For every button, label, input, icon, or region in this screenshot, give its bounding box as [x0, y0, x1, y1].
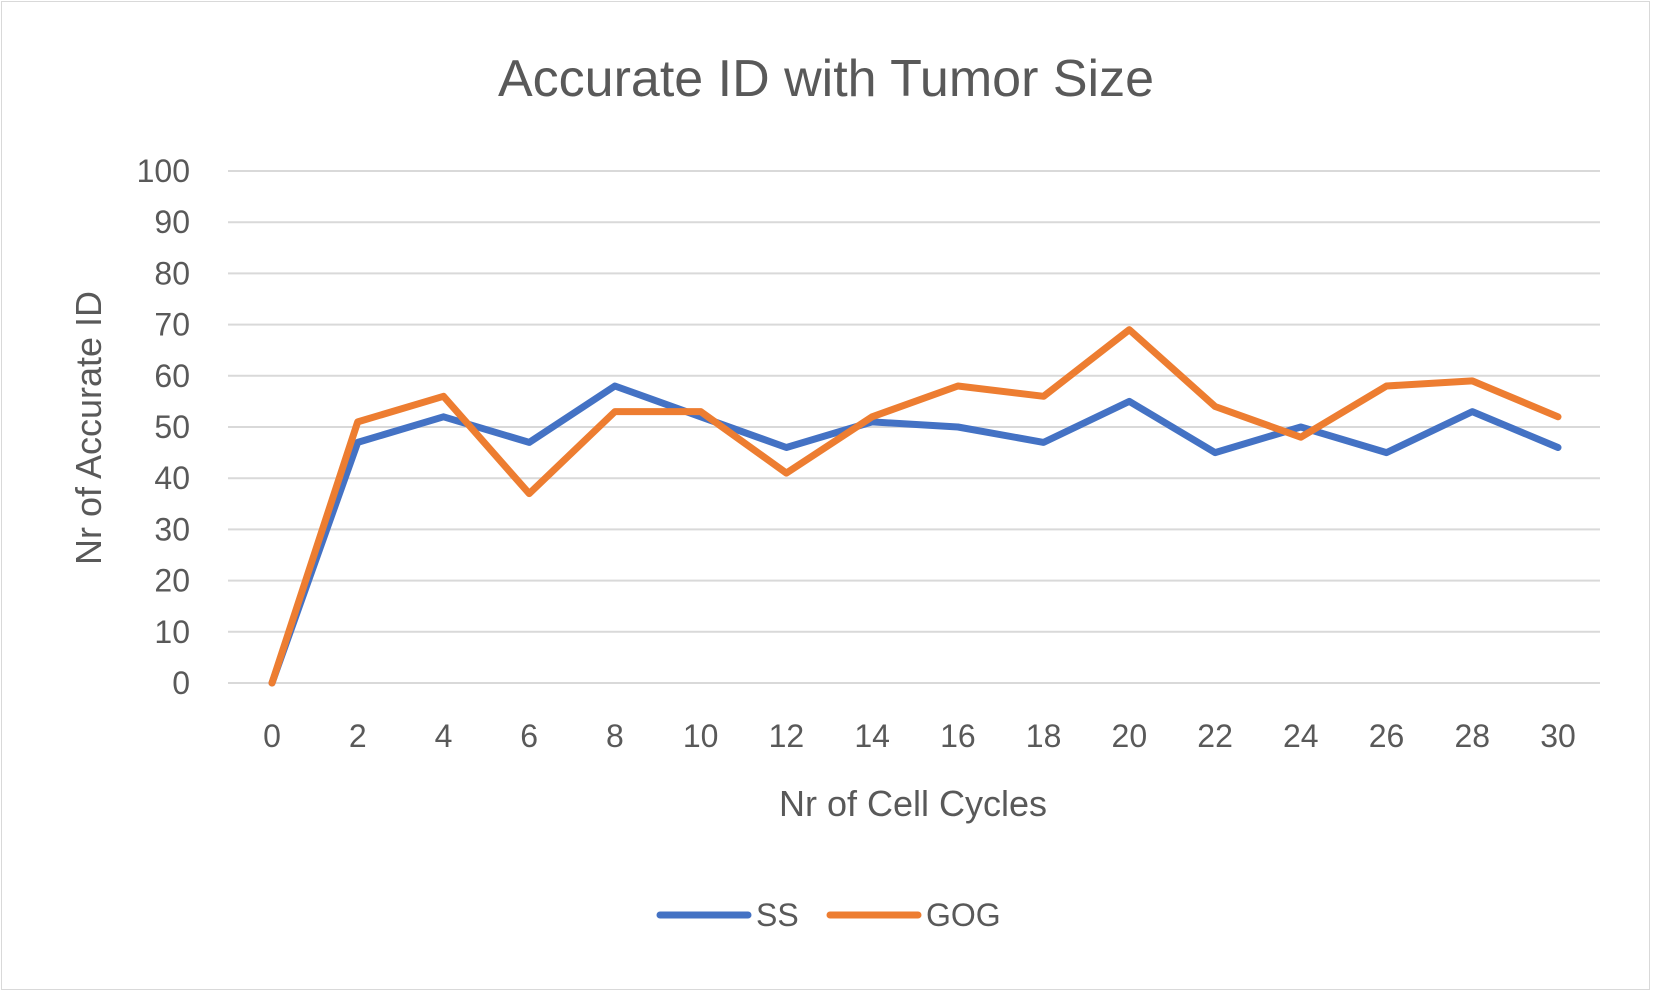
x-tick-label: 12 [769, 718, 805, 754]
y-tick-label: 70 [154, 307, 190, 343]
x-tick-label: 26 [1369, 718, 1405, 754]
x-tick-label: 16 [940, 718, 976, 754]
series-lines [268, 326, 1562, 687]
y-tick-label: 10 [154, 614, 190, 650]
x-tick-label: 30 [1540, 718, 1576, 754]
x-tick-label: 2 [349, 718, 367, 754]
x-tick-label: 24 [1283, 718, 1319, 754]
y-tick-label: 90 [154, 204, 190, 240]
series-line-ss [268, 382, 1562, 687]
x-tick-label: 14 [854, 718, 890, 754]
series-line-gog [268, 326, 1562, 687]
x-tick-label: 20 [1112, 718, 1148, 754]
y-tick-label: 80 [154, 255, 190, 291]
x-tick-label: 4 [435, 718, 453, 754]
x-tick-label: 8 [606, 718, 624, 754]
x-tick-label: 6 [520, 718, 538, 754]
legend-label-gog: GOG [926, 897, 1001, 933]
y-tick-label: 50 [154, 409, 190, 445]
y-axis-title: Nr of Accurate ID [68, 291, 109, 565]
legend: SS GOG [656, 897, 1001, 933]
gridlines [228, 170, 1600, 684]
x-tick-label: 28 [1454, 718, 1490, 754]
x-axis-title: Nr of Cell Cycles [779, 783, 1047, 824]
y-tick-label: 40 [154, 460, 190, 496]
legend-label-ss: SS [756, 897, 799, 933]
x-tick-label: 0 [263, 718, 281, 754]
y-tick-label: 30 [154, 511, 190, 547]
x-axis-ticks: 0 2 4 6 8 10 12 14 16 18 20 22 24 26 28 30 [263, 718, 1576, 754]
y-axis-ticks: 0 10 20 30 40 50 60 70 80 90 100 [137, 153, 190, 701]
y-tick-label: 60 [154, 358, 190, 394]
x-tick-label: 10 [683, 718, 719, 754]
x-tick-label: 18 [1026, 718, 1062, 754]
y-tick-label: 20 [154, 563, 190, 599]
x-tick-label: 22 [1197, 718, 1233, 754]
y-tick-label: 100 [137, 153, 190, 189]
chart-title: Accurate ID with Tumor Size [498, 50, 1154, 108]
y-tick-label: 0 [172, 665, 190, 701]
